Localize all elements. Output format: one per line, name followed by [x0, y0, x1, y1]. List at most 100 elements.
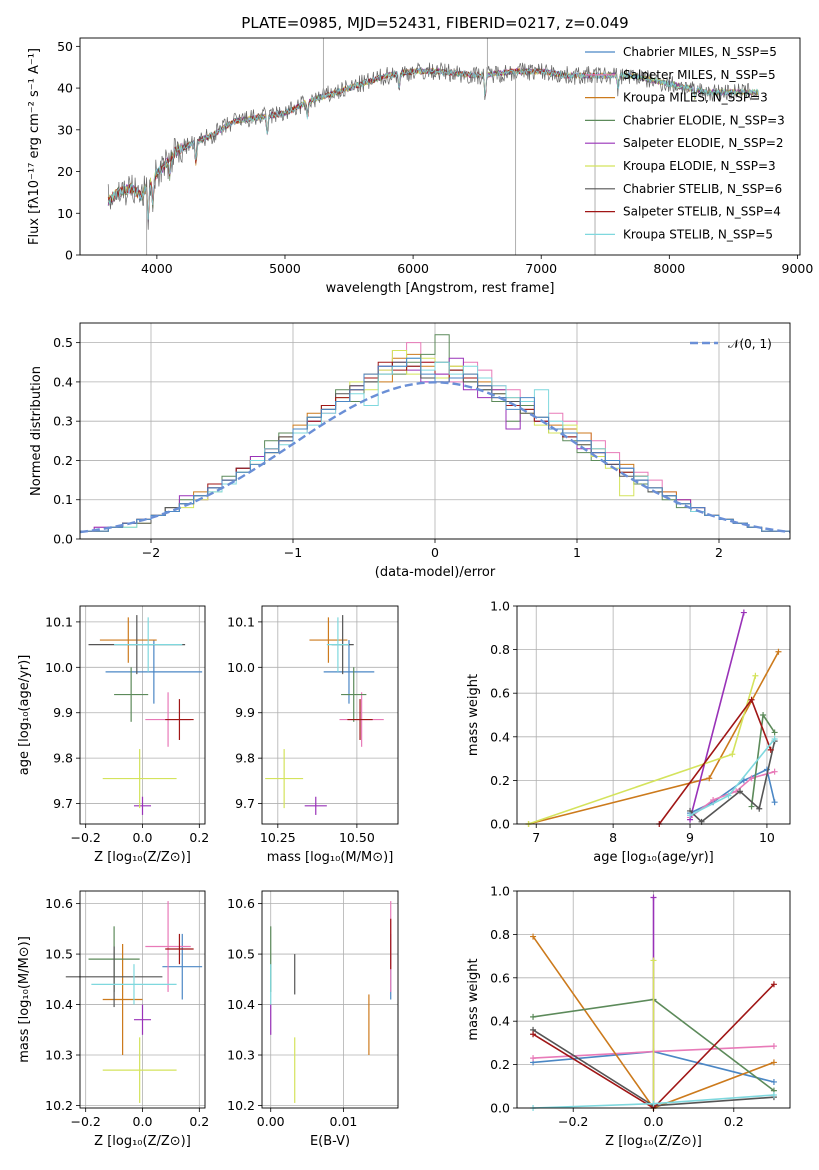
- panel-age-vs-mass: 10.25 10.50 9.7 9.8 9.9 10.0 10.1 mass [log₁₀(M…: [227, 605, 399, 865]
- x-tick-label: 0: [431, 545, 439, 560]
- y-tick-label: 0.4: [490, 729, 510, 744]
- legend-entry: Salpeter MILES, N_SSP=5: [623, 68, 776, 82]
- massweight-marker: [770, 1078, 777, 1085]
- y-tick-label: 10.6: [45, 896, 73, 911]
- x-tick-label: 0.2: [189, 1114, 209, 1129]
- panel-mass-vs-Z: −0.2 0.0 0.2 10.2 10.3 10.4 10.5 10.6 Z [log₁₀(Z…: [17, 890, 209, 1149]
- y-tick-label: 0.8: [490, 927, 510, 942]
- y-tick-label: 0.0: [490, 1101, 510, 1116]
- x-tick-label: 2: [715, 545, 723, 560]
- axes-frame: [79, 605, 206, 825]
- y-tick-label: 1.0: [490, 599, 510, 614]
- massweight-marker: [737, 788, 744, 795]
- y-tick-label: 0.4: [53, 374, 73, 389]
- x-tick-label: 7000: [525, 261, 557, 276]
- y-tick-label: 10.2: [227, 1098, 255, 1113]
- x-tick-label: 8: [609, 830, 617, 845]
- axes-frame: [516, 605, 791, 825]
- legend-entry: Salpeter ELODIE, N_SSP=2: [623, 136, 784, 150]
- massweight-marker: [725, 792, 732, 799]
- x-tick-label: −0.2: [71, 830, 101, 845]
- y-tick-label: 0.5: [53, 335, 73, 350]
- x-tick-label: −1: [284, 545, 302, 560]
- x-axis-label: Z [log₁₀(Z/Z⊙)]: [605, 1134, 702, 1149]
- x-tick-label: 0.0: [644, 1114, 664, 1129]
- y-tick-label: 0.3: [53, 414, 73, 429]
- spectrum-series-line: [107, 68, 759, 220]
- y-tick-label: 10.0: [227, 660, 255, 675]
- x-axis-label: Z [log₁₀(Z/Z⊙)]: [94, 850, 191, 865]
- x-tick-label: 10.25: [260, 830, 296, 845]
- x-tick-label: 6000: [397, 261, 429, 276]
- plot-area: [270, 901, 392, 1103]
- massweight-marker: [752, 672, 759, 679]
- y-axis-label: age [log₁₀(age/yr)]: [17, 655, 32, 776]
- massweight-marker: [748, 803, 755, 810]
- y-tick-label: 0.0: [490, 817, 510, 832]
- y-tick-label: 9.8: [235, 751, 255, 766]
- massweight-marker: [771, 735, 778, 742]
- x-tick-label: 9: [686, 830, 694, 845]
- y-tick-label: 10.0: [45, 660, 73, 675]
- panel-residuals: −2 −1 0 1 2 0.0 0.1 0.2 0.3 0.4 0.5 (data-model)/er…: [29, 322, 791, 580]
- x-axis-label: age [log₁₀(age/yr)]: [593, 850, 714, 865]
- legend-entry: Chabrier MILES, N_SSP=5: [623, 45, 777, 59]
- massweight-marker: [530, 1013, 537, 1020]
- y-tick-label: 10.6: [227, 896, 255, 911]
- y-tick-label: 0.0: [53, 532, 73, 547]
- x-tick-label: 0.00: [257, 1114, 285, 1129]
- x-tick-label: −2: [142, 545, 160, 560]
- x-axis-label: Z [log₁₀(Z/Z⊙)]: [94, 1134, 191, 1149]
- x-tick-label: 0.0: [133, 830, 153, 845]
- y-axis-label: Flux [fλ10⁻¹⁷ erg cm⁻² s⁻¹ A⁻¹]: [27, 48, 42, 245]
- panel-age-vs-Z: −0.2 0.0 0.2 9.7 9.8 9.9 10.0 10.1 Z [log₁₀(Z/Z⊙…: [17, 605, 209, 865]
- y-tick-label: 9.9: [235, 705, 255, 720]
- y-tick-label: 0.2: [490, 773, 510, 788]
- legend-entry: Chabrier STELIB, N_SSP=6: [623, 182, 782, 196]
- y-axis-label: Normed distribution: [29, 366, 44, 496]
- massweight-marker: [775, 648, 782, 655]
- y-tick-label: 9.7: [235, 796, 255, 811]
- x-tick-label: 9000: [782, 261, 814, 276]
- y-tick-label: 0.2: [53, 453, 73, 468]
- y-tick-label: 0.6: [490, 686, 510, 701]
- y-tick-label: 40: [57, 81, 73, 96]
- x-axis-label: mass [log₁₀(M/M⊙)]: [267, 850, 394, 865]
- massweight-marker: [760, 712, 767, 718]
- plot-area: [265, 615, 384, 815]
- massweight-series-line: [689, 612, 745, 820]
- y-tick-label: 0.4: [490, 1014, 510, 1029]
- panel-mass-vs-EBV: 0.00 0.01 10.2 10.3 10.4 10.5 10.6 E(B-V): [227, 890, 399, 1149]
- x-axis-label: wavelength [Angstrom, rest frame]: [326, 281, 555, 296]
- normal-curve: [79, 381, 791, 534]
- massweight-marker: [748, 775, 755, 782]
- massweight-marker: [770, 1091, 777, 1098]
- y-tick-label: 10: [57, 206, 73, 221]
- massweight-marker: [771, 799, 778, 806]
- massweight-marker: [748, 696, 755, 703]
- legend-entry: Kroupa MILES, N_SSP=3: [623, 91, 768, 105]
- massweight-marker: [530, 1031, 537, 1038]
- y-tick-label: 0.2: [490, 1057, 510, 1072]
- y-tick-label: 20: [57, 164, 73, 179]
- y-tick-label: 9.8: [53, 751, 73, 766]
- axes-frame: [79, 890, 206, 1109]
- legend-entry: Kroupa STELIB, N_SSP=5: [623, 227, 773, 241]
- y-tick-label: 0: [65, 248, 73, 263]
- axes-frame: [516, 890, 791, 1109]
- plot-area: [525, 609, 782, 827]
- y-tick-label: 0.6: [490, 970, 510, 985]
- y-tick-label: 10.3: [45, 1048, 73, 1063]
- massweight-marker: [650, 1100, 657, 1107]
- legend-entry: Salpeter STELIB, N_SSP=4: [623, 205, 781, 219]
- y-tick-label: 0.1: [53, 492, 73, 507]
- panel-spectrum: 4000 5000 6000 7000 8000 9000 0 10 20 30 40 50 wavel…: [27, 37, 814, 296]
- plot-area: [65, 901, 203, 1103]
- y-axis-label: mass [log₁₀(M/M⊙)]: [17, 936, 32, 1063]
- legend-entry: Kroupa ELODIE, N_SSP=3: [623, 159, 776, 173]
- massweight-marker: [650, 894, 657, 901]
- y-axis-label: mass weight: [466, 958, 481, 1040]
- y-tick-label: 30: [57, 122, 73, 137]
- massweight-marker: [650, 957, 657, 964]
